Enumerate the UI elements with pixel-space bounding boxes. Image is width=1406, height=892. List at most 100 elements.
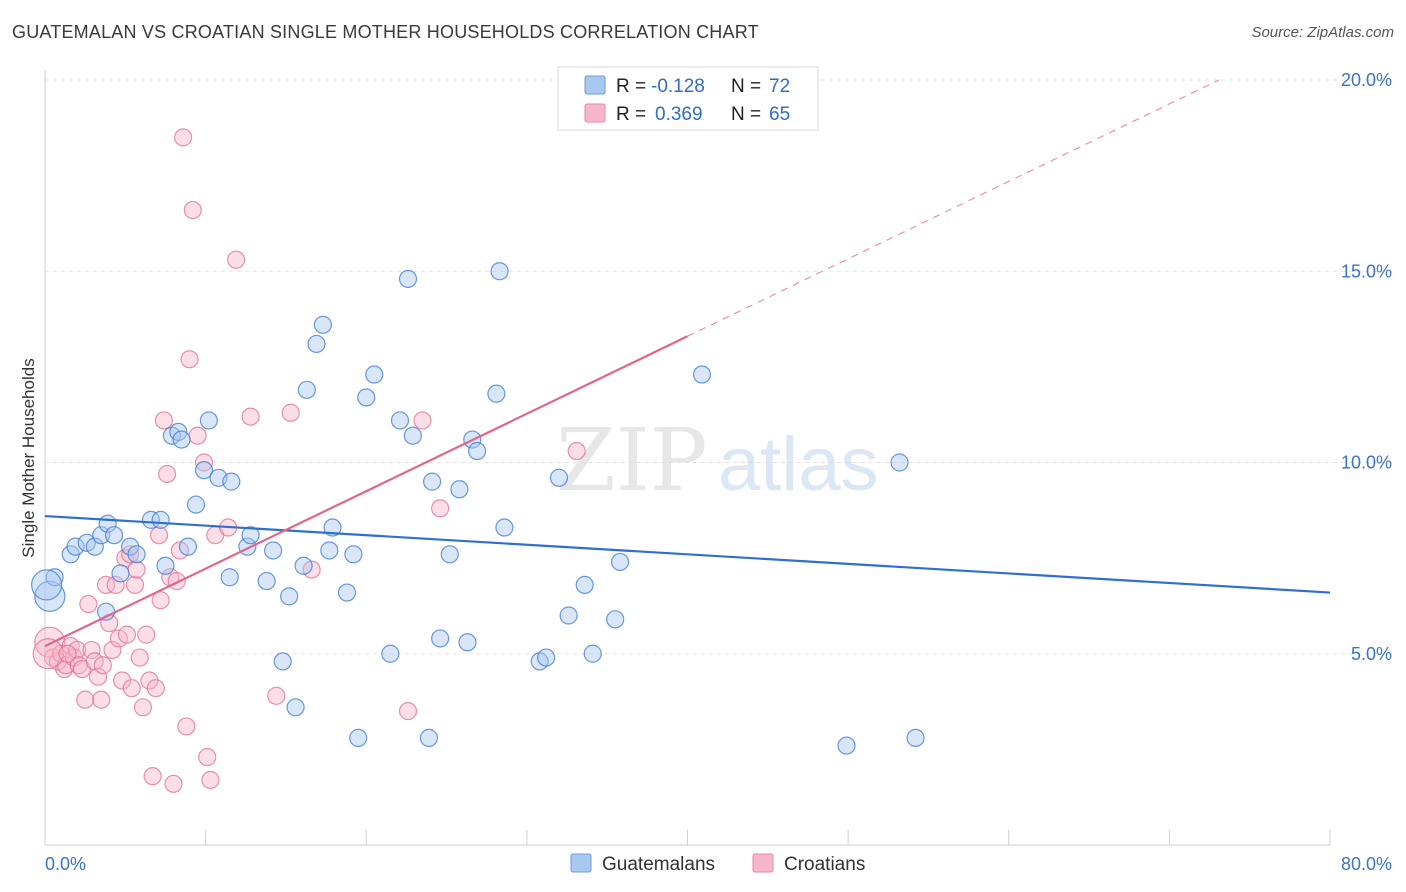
guatemalans-point: [186, 495, 206, 514]
x-axis-ticks: [44, 830, 1331, 845]
croatians-point: [137, 625, 156, 644]
guatemalans-point: [222, 472, 241, 491]
croatians-point: [106, 575, 125, 595]
croatians-point: [125, 575, 145, 595]
x-tick-label-min: 0.0%: [45, 854, 86, 874]
guatemalans-point: [85, 537, 104, 556]
croatians-point: [201, 770, 220, 790]
guatemalans-point: [307, 334, 326, 354]
legend-r-label-2: R =: [616, 104, 646, 125]
croatians-point: [413, 411, 432, 430]
legend-r-value-2: 0.369: [655, 104, 703, 125]
croatians-point: [149, 526, 169, 545]
guatemalans-point: [537, 648, 556, 667]
guatemalans-point: [286, 698, 305, 717]
guatemalans-point: [34, 580, 66, 612]
guatemalans-point: [450, 480, 469, 499]
guatemalans-point: [111, 564, 130, 583]
guatemalans-point: [490, 262, 509, 281]
guatemalans-point: [263, 541, 283, 560]
guatemalans-point: [692, 365, 712, 384]
guatemalans-point: [323, 518, 342, 537]
x-tick-label-max: 80.0%: [1341, 854, 1392, 874]
watermark: ZIP atlas: [556, 411, 879, 511]
croatians-point: [122, 679, 141, 698]
series-legend: Guatemalans Croatians: [570, 853, 865, 875]
guatemalans-point: [320, 541, 339, 560]
guatemalans-point: [495, 518, 514, 537]
guatemalans-point: [549, 468, 569, 487]
croatians-point: [194, 453, 214, 472]
guatemalans-point: [294, 556, 313, 575]
croatians-point: [154, 411, 173, 430]
croatians-point: [93, 656, 112, 675]
croatians-point: [567, 441, 586, 461]
guatemalans-point: [241, 526, 260, 545]
guatemalans-trend-line: [44, 514, 1331, 594]
legend-n-label-1: N =: [731, 76, 761, 97]
guatemalans-point: [349, 728, 368, 748]
guatemalans-point: [423, 472, 442, 491]
guatemalans-point: [403, 426, 422, 445]
grid-lines: [45, 79, 1392, 655]
guatemalans-point: [390, 411, 410, 430]
guatemalans-point: [66, 537, 85, 556]
guatemalans-point: [487, 384, 506, 403]
guatemalans-point: [280, 587, 299, 606]
guatemalans-point: [837, 736, 856, 755]
croatians-point: [174, 128, 193, 147]
guatemalans-point: [431, 629, 450, 648]
legend-r-value-1: -0.128: [651, 76, 705, 97]
croatians-point: [398, 702, 418, 721]
guatemalans-point: [575, 575, 594, 595]
croatians-point: [79, 594, 98, 614]
guatemalans-point: [458, 633, 477, 652]
croatians-point: [281, 403, 300, 422]
croatians-point: [88, 667, 108, 686]
y-tick-label: 20.0%: [1341, 70, 1392, 90]
guatemalans-point: [467, 441, 487, 461]
croatians-points: [32, 128, 586, 793]
guatemalans-point: [194, 461, 214, 480]
chart-title: GUATEMALAN VS CROATIAN SINGLE MOTHER HOU…: [12, 22, 759, 42]
guatemalans-point: [606, 610, 625, 629]
legend-n-value-2: 65: [769, 104, 790, 125]
guatemalans-point: [151, 510, 170, 529]
guatemalans-point: [178, 537, 198, 556]
guatemalans-point: [313, 315, 332, 334]
bottom-legend-swatch-croatians: [752, 853, 774, 873]
croatians-point: [103, 640, 122, 660]
guatemalans-point: [127, 545, 146, 564]
guatemalans-point: [365, 365, 384, 384]
y-axis-label: Single Mother Households: [19, 358, 38, 557]
guatemalans-point: [381, 644, 400, 663]
guatemalans-point: [273, 652, 292, 671]
guatemalans-point: [398, 269, 418, 288]
trend-lines: [44, 79, 1331, 648]
legend-n-label-2: N =: [731, 104, 761, 125]
croatians-point: [82, 640, 101, 660]
croatians-point: [177, 717, 196, 736]
watermark-atlas: atlas: [718, 422, 879, 507]
croatians-point: [180, 350, 199, 369]
y-axis-tick-labels: 5.0% 10.0% 15.0% 20.0%: [1341, 70, 1392, 664]
guatemalans-point: [45, 568, 64, 587]
y-tick-label: 10.0%: [1341, 453, 1392, 473]
bottom-legend-label-croatians: Croatians: [784, 854, 865, 875]
watermark-zip: ZIP: [556, 411, 708, 511]
guatemalans-point: [141, 510, 161, 529]
croatians-point: [164, 774, 183, 793]
guatemalans-point: [297, 380, 316, 399]
guatemalans-point: [906, 728, 925, 748]
croatians-point: [157, 464, 177, 484]
croatians-point: [68, 640, 87, 660]
guatemalans-point: [344, 545, 363, 564]
guatemalans-point: [257, 571, 276, 591]
croatians-trend-line: [44, 335, 688, 648]
croatians-point: [130, 648, 149, 667]
croatians-point: [127, 560, 146, 579]
bottom-legend-label-guatemalans: Guatemalans: [602, 854, 715, 875]
guatemalans-point: [337, 583, 357, 602]
croatians-point: [241, 407, 260, 426]
